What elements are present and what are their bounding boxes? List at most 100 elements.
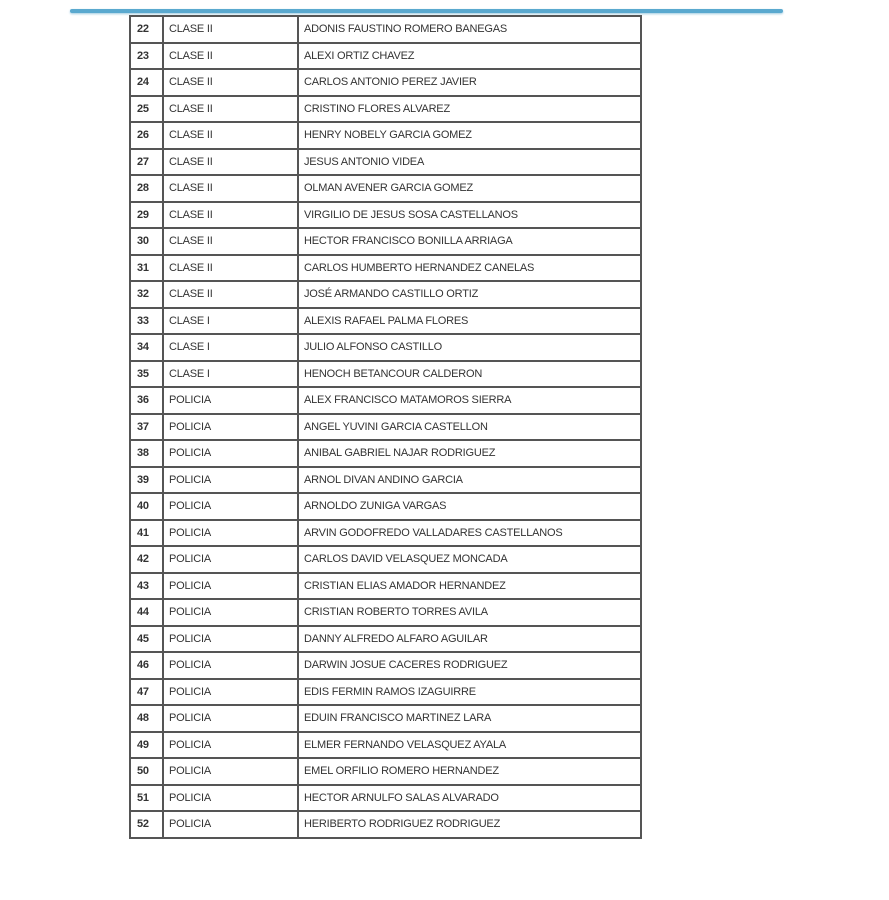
table-row: 28 CLASE II OLMAN AVENER GARCIA GOMEZ	[129, 174, 642, 203]
rank-cell: POLICIA	[162, 571, 299, 600]
row-number: 40	[129, 492, 164, 521]
table-row: 39 POLICIA ARNOL DIVAN ANDINO GARCIA	[129, 465, 642, 494]
personnel-table: 22 CLASE II ADONIS FAUSTINO ROMERO BANEGAS…	[129, 15, 642, 839]
row-number: 26	[129, 121, 164, 150]
rank-cell: CLASE II	[162, 68, 299, 97]
rank-cell: CLASE I	[162, 359, 299, 388]
name-cell: HECTOR FRANCISCO BONILLA ARRIAGA	[297, 227, 642, 256]
table-row: 23 CLASE II ALEXI ORTIZ CHAVEZ	[129, 41, 642, 70]
row-number: 41	[129, 518, 164, 547]
row-number: 46	[129, 651, 164, 680]
name-cell: ALEX FRANCISCO MATAMOROS SIERRA	[297, 386, 642, 415]
row-number: 34	[129, 333, 164, 362]
table-row: 34 CLASE I JULIO ALFONSO CASTILLO	[129, 333, 642, 362]
row-number: 51	[129, 783, 164, 812]
rank-cell: POLICIA	[162, 465, 299, 494]
name-cell: HECTOR ARNULFO SALAS ALVARADO	[297, 783, 642, 812]
rank-cell: POLICIA	[162, 651, 299, 680]
row-number: 35	[129, 359, 164, 388]
row-number: 45	[129, 624, 164, 653]
name-cell: JESUS ANTONIO VIDEA	[297, 147, 642, 176]
name-cell: ARVIN GODOFREDO VALLADARES CASTELLANOS	[297, 518, 642, 547]
name-cell: EDIS FERMIN RAMOS IZAGUIRRE	[297, 677, 642, 706]
rank-cell: CLASE II	[162, 147, 299, 176]
table-row: 43 POLICIA CRISTIAN ELIAS AMADOR HERNANDEZ	[129, 571, 642, 600]
rank-cell: POLICIA	[162, 624, 299, 653]
name-cell: CARLOS ANTONIO PEREZ JAVIER	[297, 68, 642, 97]
row-number: 48	[129, 704, 164, 733]
rank-cell: CLASE II	[162, 200, 299, 229]
name-cell: HERIBERTO RODRIGUEZ RODRIGUEZ	[297, 810, 642, 839]
rank-cell: CLASE II	[162, 121, 299, 150]
table-row: 52 POLICIA HERIBERTO RODRIGUEZ RODRIGUEZ	[129, 810, 642, 839]
table-row: 35 CLASE I HENOCH BETANCOUR CALDERON	[129, 359, 642, 388]
name-cell: ELMER FERNANDO VELASQUEZ AYALA	[297, 730, 642, 759]
rank-cell: CLASE I	[162, 333, 299, 362]
table-row: 41 POLICIA ARVIN GODOFREDO VALLADARES CAST…	[129, 518, 642, 547]
row-number: 47	[129, 677, 164, 706]
table-row: 47 POLICIA EDIS FERMIN RAMOS IZAGUIRRE	[129, 677, 642, 706]
table-row: 40 POLICIA ARNOLDO ZUNIGA VARGAS	[129, 492, 642, 521]
rank-cell: POLICIA	[162, 730, 299, 759]
table-row: 51 POLICIA HECTOR ARNULFO SALAS ALVARADO	[129, 783, 642, 812]
name-cell: ADONIS FAUSTINO ROMERO BANEGAS	[297, 15, 642, 44]
table-row: 27 CLASE II JESUS ANTONIO VIDEA	[129, 147, 642, 176]
name-cell: CRISTIAN ELIAS AMADOR HERNANDEZ	[297, 571, 642, 600]
row-number: 29	[129, 200, 164, 229]
row-number: 27	[129, 147, 164, 176]
row-number: 52	[129, 810, 164, 839]
row-number: 23	[129, 41, 164, 70]
name-cell: CARLOS DAVID VELASQUEZ MONCADA	[297, 545, 642, 574]
name-cell: DARWIN JOSUE CACERES RODRIGUEZ	[297, 651, 642, 680]
table-row: 37 POLICIA ANGEL YUVINI GARCIA CASTELLON	[129, 412, 642, 441]
name-cell: CARLOS HUMBERTO HERNANDEZ CANELAS	[297, 253, 642, 282]
rank-cell: POLICIA	[162, 439, 299, 468]
row-number: 31	[129, 253, 164, 282]
name-cell: OLMAN AVENER GARCIA GOMEZ	[297, 174, 642, 203]
row-number: 25	[129, 94, 164, 123]
name-cell: JULIO ALFONSO CASTILLO	[297, 333, 642, 362]
name-cell: ARNOLDO ZUNIGA VARGAS	[297, 492, 642, 521]
name-cell: ARNOL DIVAN ANDINO GARCIA	[297, 465, 642, 494]
rank-cell: POLICIA	[162, 518, 299, 547]
rank-cell: CLASE I	[162, 306, 299, 335]
rank-cell: POLICIA	[162, 598, 299, 627]
name-cell: EDUIN FRANCISCO MARTINEZ LARA	[297, 704, 642, 733]
rank-cell: CLASE II	[162, 227, 299, 256]
row-number: 22	[129, 15, 164, 44]
rank-cell: CLASE II	[162, 280, 299, 309]
name-cell: ALEXIS RAFAEL PALMA FLORES	[297, 306, 642, 335]
name-cell: CRISTINO FLORES ALVAREZ	[297, 94, 642, 123]
rank-cell: POLICIA	[162, 783, 299, 812]
rank-cell: CLASE II	[162, 253, 299, 282]
name-cell: HENRY NOBELY GARCIA GOMEZ	[297, 121, 642, 150]
table-row: 42 POLICIA CARLOS DAVID VELASQUEZ MONCADA	[129, 545, 642, 574]
table-row: 22 CLASE II ADONIS FAUSTINO ROMERO BANEGAS	[129, 15, 642, 44]
rank-cell: CLASE II	[162, 174, 299, 203]
name-cell: EMEL ORFILIO ROMERO HERNANDEZ	[297, 757, 642, 786]
row-number: 42	[129, 545, 164, 574]
table-row: 24 CLASE II CARLOS ANTONIO PEREZ JAVIER	[129, 68, 642, 97]
table-row: 32 CLASE II JOSÉ ARMANDO CASTILLO ORTIZ	[129, 280, 642, 309]
row-number: 36	[129, 386, 164, 415]
table-row: 25 CLASE II CRISTINO FLORES ALVAREZ	[129, 94, 642, 123]
name-cell: DANNY ALFREDO ALFARO AGUILAR	[297, 624, 642, 653]
row-number: 38	[129, 439, 164, 468]
name-cell: HENOCH BETANCOUR CALDERON	[297, 359, 642, 388]
table-row: 49 POLICIA ELMER FERNANDO VELASQUEZ AYALA	[129, 730, 642, 759]
table-row: 26 CLASE II HENRY NOBELY GARCIA GOMEZ	[129, 121, 642, 150]
row-number: 50	[129, 757, 164, 786]
table-row: 50 POLICIA EMEL ORFILIO ROMERO HERNANDEZ	[129, 757, 642, 786]
rank-cell: POLICIA	[162, 757, 299, 786]
name-cell: ANIBAL GABRIEL NAJAR RODRIGUEZ	[297, 439, 642, 468]
rank-cell: POLICIA	[162, 810, 299, 839]
header-divider	[70, 9, 783, 13]
rank-cell: CLASE II	[162, 41, 299, 70]
rank-cell: POLICIA	[162, 677, 299, 706]
row-number: 37	[129, 412, 164, 441]
rank-cell: CLASE II	[162, 15, 299, 44]
row-number: 44	[129, 598, 164, 627]
rank-cell: POLICIA	[162, 386, 299, 415]
table-row: 38 POLICIA ANIBAL GABRIEL NAJAR RODRIGUEZ	[129, 439, 642, 468]
table-row: 31 CLASE II CARLOS HUMBERTO HERNANDEZ CANE…	[129, 253, 642, 282]
